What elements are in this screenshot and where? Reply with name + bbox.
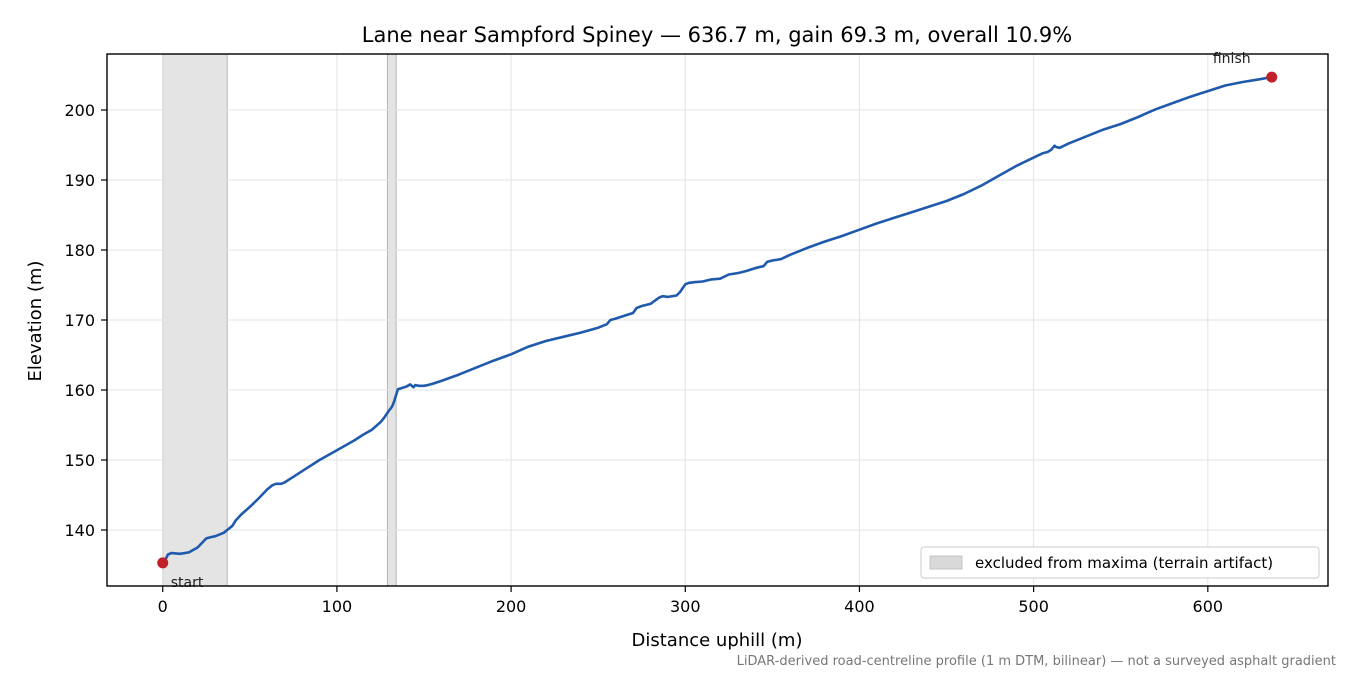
y-tick-label: 160 — [64, 381, 95, 400]
y-tick-label: 180 — [64, 241, 95, 260]
start-marker — [157, 557, 169, 569]
y-tick-label: 200 — [64, 101, 95, 120]
elevation-profile-line — [161, 75, 1274, 565]
x-tick-label: 300 — [670, 597, 701, 616]
legend-swatch-excluded — [929, 555, 963, 570]
x-tick-label: 0 — [158, 597, 168, 616]
x-tick-label: 500 — [1018, 597, 1049, 616]
x-axis-label: Distance uphill (m) — [632, 630, 803, 651]
y-tick-label: 190 — [64, 171, 95, 190]
legend-label-excluded: excluded from maxima (terrain artifact) — [975, 554, 1273, 572]
y-tick-label: 140 — [64, 521, 95, 540]
footnote: LiDAR-derived road-centreline profile (1… — [737, 654, 1336, 669]
x-tick-label: 200 — [496, 597, 527, 616]
chart-title: Lane near Sampford Spiney — 636.7 m, gai… — [362, 23, 1073, 47]
x-tick-label: 400 — [844, 597, 875, 616]
start-label: start — [171, 575, 204, 591]
x-tick-label: 100 — [322, 597, 353, 616]
y-axis-label: Elevation (m) — [25, 261, 46, 382]
legend: excluded from maxima (terrain artifact) — [920, 546, 1320, 579]
y-tick-label: 150 — [64, 451, 95, 470]
finish-label: finish — [1213, 51, 1251, 67]
endpoint-markers: start finish — [157, 51, 1278, 591]
y-tick-label: 170 — [64, 311, 95, 330]
finish-marker — [1266, 71, 1278, 83]
grid — [107, 54, 1328, 586]
y-axis-ticks: 140 150 160 170 180 190 200 — [64, 101, 107, 540]
x-tick-label: 600 — [1193, 597, 1224, 616]
legend-box — [920, 546, 1320, 579]
x-axis-ticks: 0 100 200 300 400 500 600 — [158, 586, 1223, 616]
